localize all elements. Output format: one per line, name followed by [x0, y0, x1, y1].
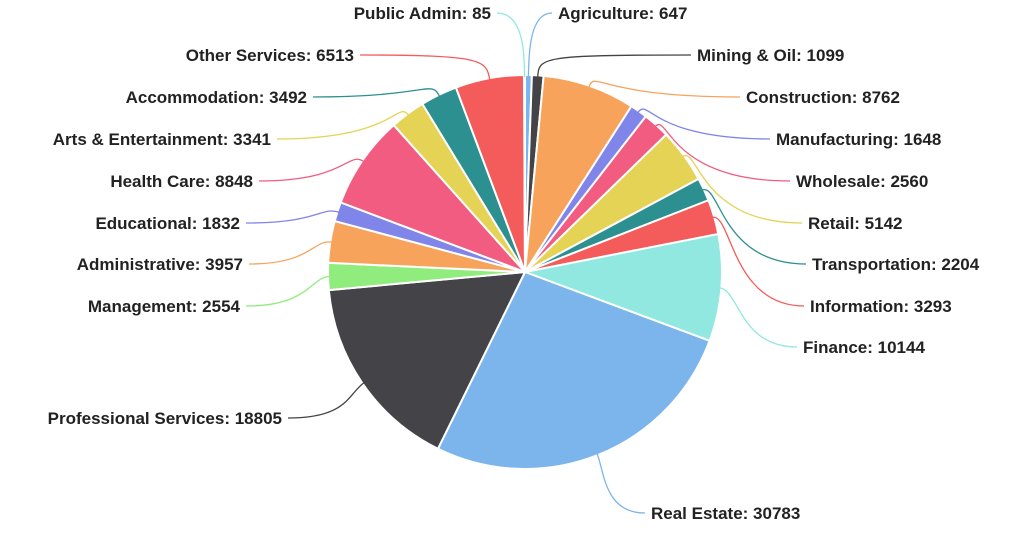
leader-line-management [245, 275, 331, 307]
leader-line-retail [681, 154, 803, 224]
slice-label-mining-and-oil: Mining & Oil: 1099 [697, 46, 844, 65]
leader-line-other-services [359, 54, 491, 81]
leader-line-wholesale [654, 124, 791, 182]
leader-line-arts-and-entertainment [276, 111, 410, 140]
leader-line-manufacturing [637, 108, 771, 140]
slice-label-administrative: Administrative: 3957 [77, 255, 243, 274]
slice-label-wholesale: Wholesale: 2560 [796, 172, 928, 191]
slice-label-transportation: Transportation: 2204 [812, 255, 980, 274]
leader-line-educational [245, 210, 340, 224]
leader-line-mining-and-oil [537, 54, 692, 78]
leader-line-real-estate [596, 452, 646, 514]
leader-lines [245, 12, 807, 514]
slice-labels: Agriculture: 647 Mining & Oil: 1099 Constr… [48, 4, 980, 523]
slice-label-health-care: Health Care: 8848 [110, 172, 253, 191]
leader-line-agriculture [527, 12, 553, 78]
pie-slices [327, 73, 723, 471]
slice-label-accommodation: Accommodation: 3492 [126, 88, 307, 107]
slice-label-manufacturing: Manufacturing: 1648 [776, 130, 941, 149]
leader-line-information [712, 216, 805, 307]
slice-label-educational: Educational: 1832 [95, 214, 240, 233]
pie-slice-public-admin[interactable] [523, 73, 526, 273]
leader-line-construction [588, 80, 741, 98]
slice-label-information: Information: 3293 [810, 297, 952, 316]
leader-line-health-care [258, 158, 365, 182]
slice-label-real-estate: Real Estate: 30783 [651, 504, 800, 523]
slice-label-agriculture: Agriculture: 647 [558, 4, 687, 23]
slice-label-professional-services: Professional Services: 18805 [48, 409, 282, 428]
slice-label-finance: Finance: 10144 [803, 338, 925, 357]
slice-label-construction: Construction: 8762 [746, 88, 900, 107]
leader-line-finance [719, 287, 798, 348]
leader-line-public-admin [496, 12, 526, 78]
leader-line-accommodation [312, 88, 441, 98]
leader-line-professional-services [287, 381, 365, 419]
leader-line-transportation [701, 189, 807, 265]
leader-line-administrative [248, 241, 333, 265]
slice-label-other-services: Other Services: 6513 [186, 46, 354, 65]
slice-label-arts-and-entertainment: Arts & Entertainment: 3341 [53, 130, 271, 149]
slice-label-retail: Retail: 5142 [808, 214, 903, 233]
slice-label-public-admin: Public Admin: 85 [354, 4, 491, 23]
slice-label-management: Management: 2554 [88, 297, 241, 316]
